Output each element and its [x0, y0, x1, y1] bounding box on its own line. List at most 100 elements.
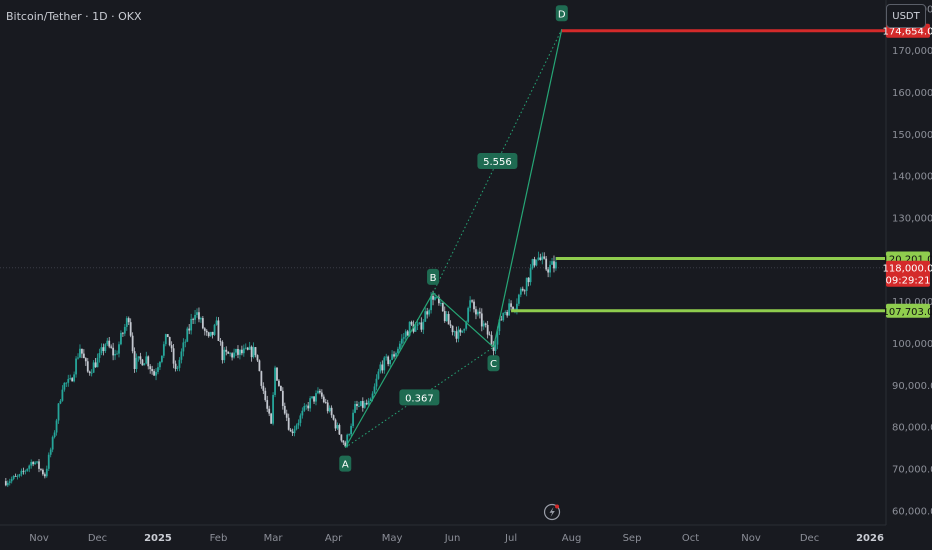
candle-body	[502, 312, 505, 321]
candle-body	[88, 371, 91, 374]
candle-body	[79, 348, 81, 358]
candle-body	[47, 454, 50, 469]
candle-body	[377, 371, 380, 379]
symbol-title: Bitcoin/Tether · 1D · OKX	[6, 10, 142, 23]
candle-body	[404, 331, 407, 338]
candle-body	[441, 302, 444, 312]
candle-body	[125, 318, 128, 327]
candle-body	[166, 334, 169, 338]
candle-body	[422, 321, 425, 330]
candle-body	[498, 319, 501, 332]
candle-body	[500, 319, 503, 321]
price-axis: 60,000.0 70,000.0 80,000.0 90,000.0 100,000.…	[883, 0, 932, 525]
candle-body	[330, 407, 333, 416]
candle-body	[59, 400, 62, 404]
level-price-label: 107,703.0	[883, 307, 932, 318]
candle-body	[213, 324, 216, 335]
candle-body	[385, 356, 388, 358]
candle-body	[480, 313, 483, 327]
time-axis-tick: Feb	[210, 533, 228, 544]
candle-body	[453, 331, 456, 333]
candle-body	[268, 408, 271, 414]
candle-body	[322, 396, 325, 403]
candle-body	[555, 262, 557, 269]
candle-body	[149, 366, 152, 370]
candle-body	[92, 362, 95, 373]
candle-body	[227, 351, 230, 354]
candle-body	[492, 343, 495, 351]
pattern-point-label: C	[490, 359, 497, 370]
pattern-point-A	[339, 455, 352, 472]
currency-button[interactable]: USDT	[886, 4, 926, 28]
candle-body	[81, 348, 83, 354]
candle-body	[73, 374, 76, 382]
level-price-label: 120,201.0	[883, 255, 932, 266]
candle-body	[508, 303, 511, 316]
candle-body	[541, 256, 544, 260]
candle-body	[36, 461, 38, 463]
candle-body	[116, 353, 118, 355]
pattern-point-D	[555, 5, 568, 22]
candle-body	[135, 357, 138, 370]
candle-body	[143, 363, 146, 366]
candle-body	[160, 355, 163, 362]
candle-body	[313, 396, 315, 402]
price-axis-tick: 130,000.0	[892, 214, 932, 225]
candle-body	[260, 371, 263, 386]
candle-body	[465, 321, 468, 329]
candle-body	[231, 353, 234, 358]
candle-body	[471, 300, 473, 302]
candle-body	[201, 318, 204, 329]
candle-body	[447, 313, 450, 325]
candle-body	[449, 324, 452, 326]
candle-body	[463, 328, 466, 331]
candle-body	[303, 406, 306, 411]
candle-body	[461, 330, 464, 333]
price-axis-tick: 80,000.0	[892, 423, 932, 434]
candle-body	[200, 318, 202, 320]
candle-body	[434, 296, 436, 300]
candle-body	[112, 347, 115, 356]
candle-body	[430, 295, 432, 311]
candle-body	[539, 257, 542, 260]
pattern-point-C	[487, 355, 500, 372]
candle-body	[40, 468, 42, 470]
time-axis: Nov Dec 2025 Feb Mar Apr May Jun Jul Aug Sep Oct Nov…	[0, 524, 886, 544]
candle-body	[248, 346, 251, 350]
candle-body	[516, 303, 518, 310]
candle-body	[233, 352, 235, 358]
candle-body	[82, 353, 85, 359]
candle-body	[326, 402, 329, 412]
pattern-leg-CD	[492, 29, 563, 348]
candle-body	[358, 405, 360, 407]
price-axis-tick: 100,000.0	[892, 339, 932, 350]
candle-body	[356, 403, 358, 407]
candle-body	[416, 323, 419, 326]
candle-body	[34, 462, 36, 465]
candle-body	[531, 259, 534, 269]
candle-body	[198, 312, 200, 320]
candle-body	[178, 359, 181, 368]
candle-body	[180, 351, 183, 360]
candle-body	[535, 259, 538, 266]
candle-body	[90, 372, 93, 374]
time-axis-tick: Dec	[800, 533, 819, 544]
candle-body	[86, 361, 89, 372]
price-axis-tick: 150,000.0	[892, 130, 932, 141]
flash-icon[interactable]	[543, 503, 561, 521]
time-axis-tick: 2025	[144, 533, 172, 544]
candle-body	[170, 345, 173, 349]
price-axis-tick: 90,000.0	[892, 381, 932, 392]
candle-body	[287, 417, 290, 430]
horizontal-levels	[511, 29, 885, 313]
candle-body	[57, 403, 60, 421]
candle-body	[274, 367, 276, 395]
candle-body	[42, 469, 44, 475]
candle-body	[254, 347, 257, 356]
candle-body	[279, 385, 282, 391]
candle-body	[118, 344, 120, 354]
candle-body	[488, 334, 491, 336]
current-price-label: 118,000.0	[883, 264, 932, 275]
